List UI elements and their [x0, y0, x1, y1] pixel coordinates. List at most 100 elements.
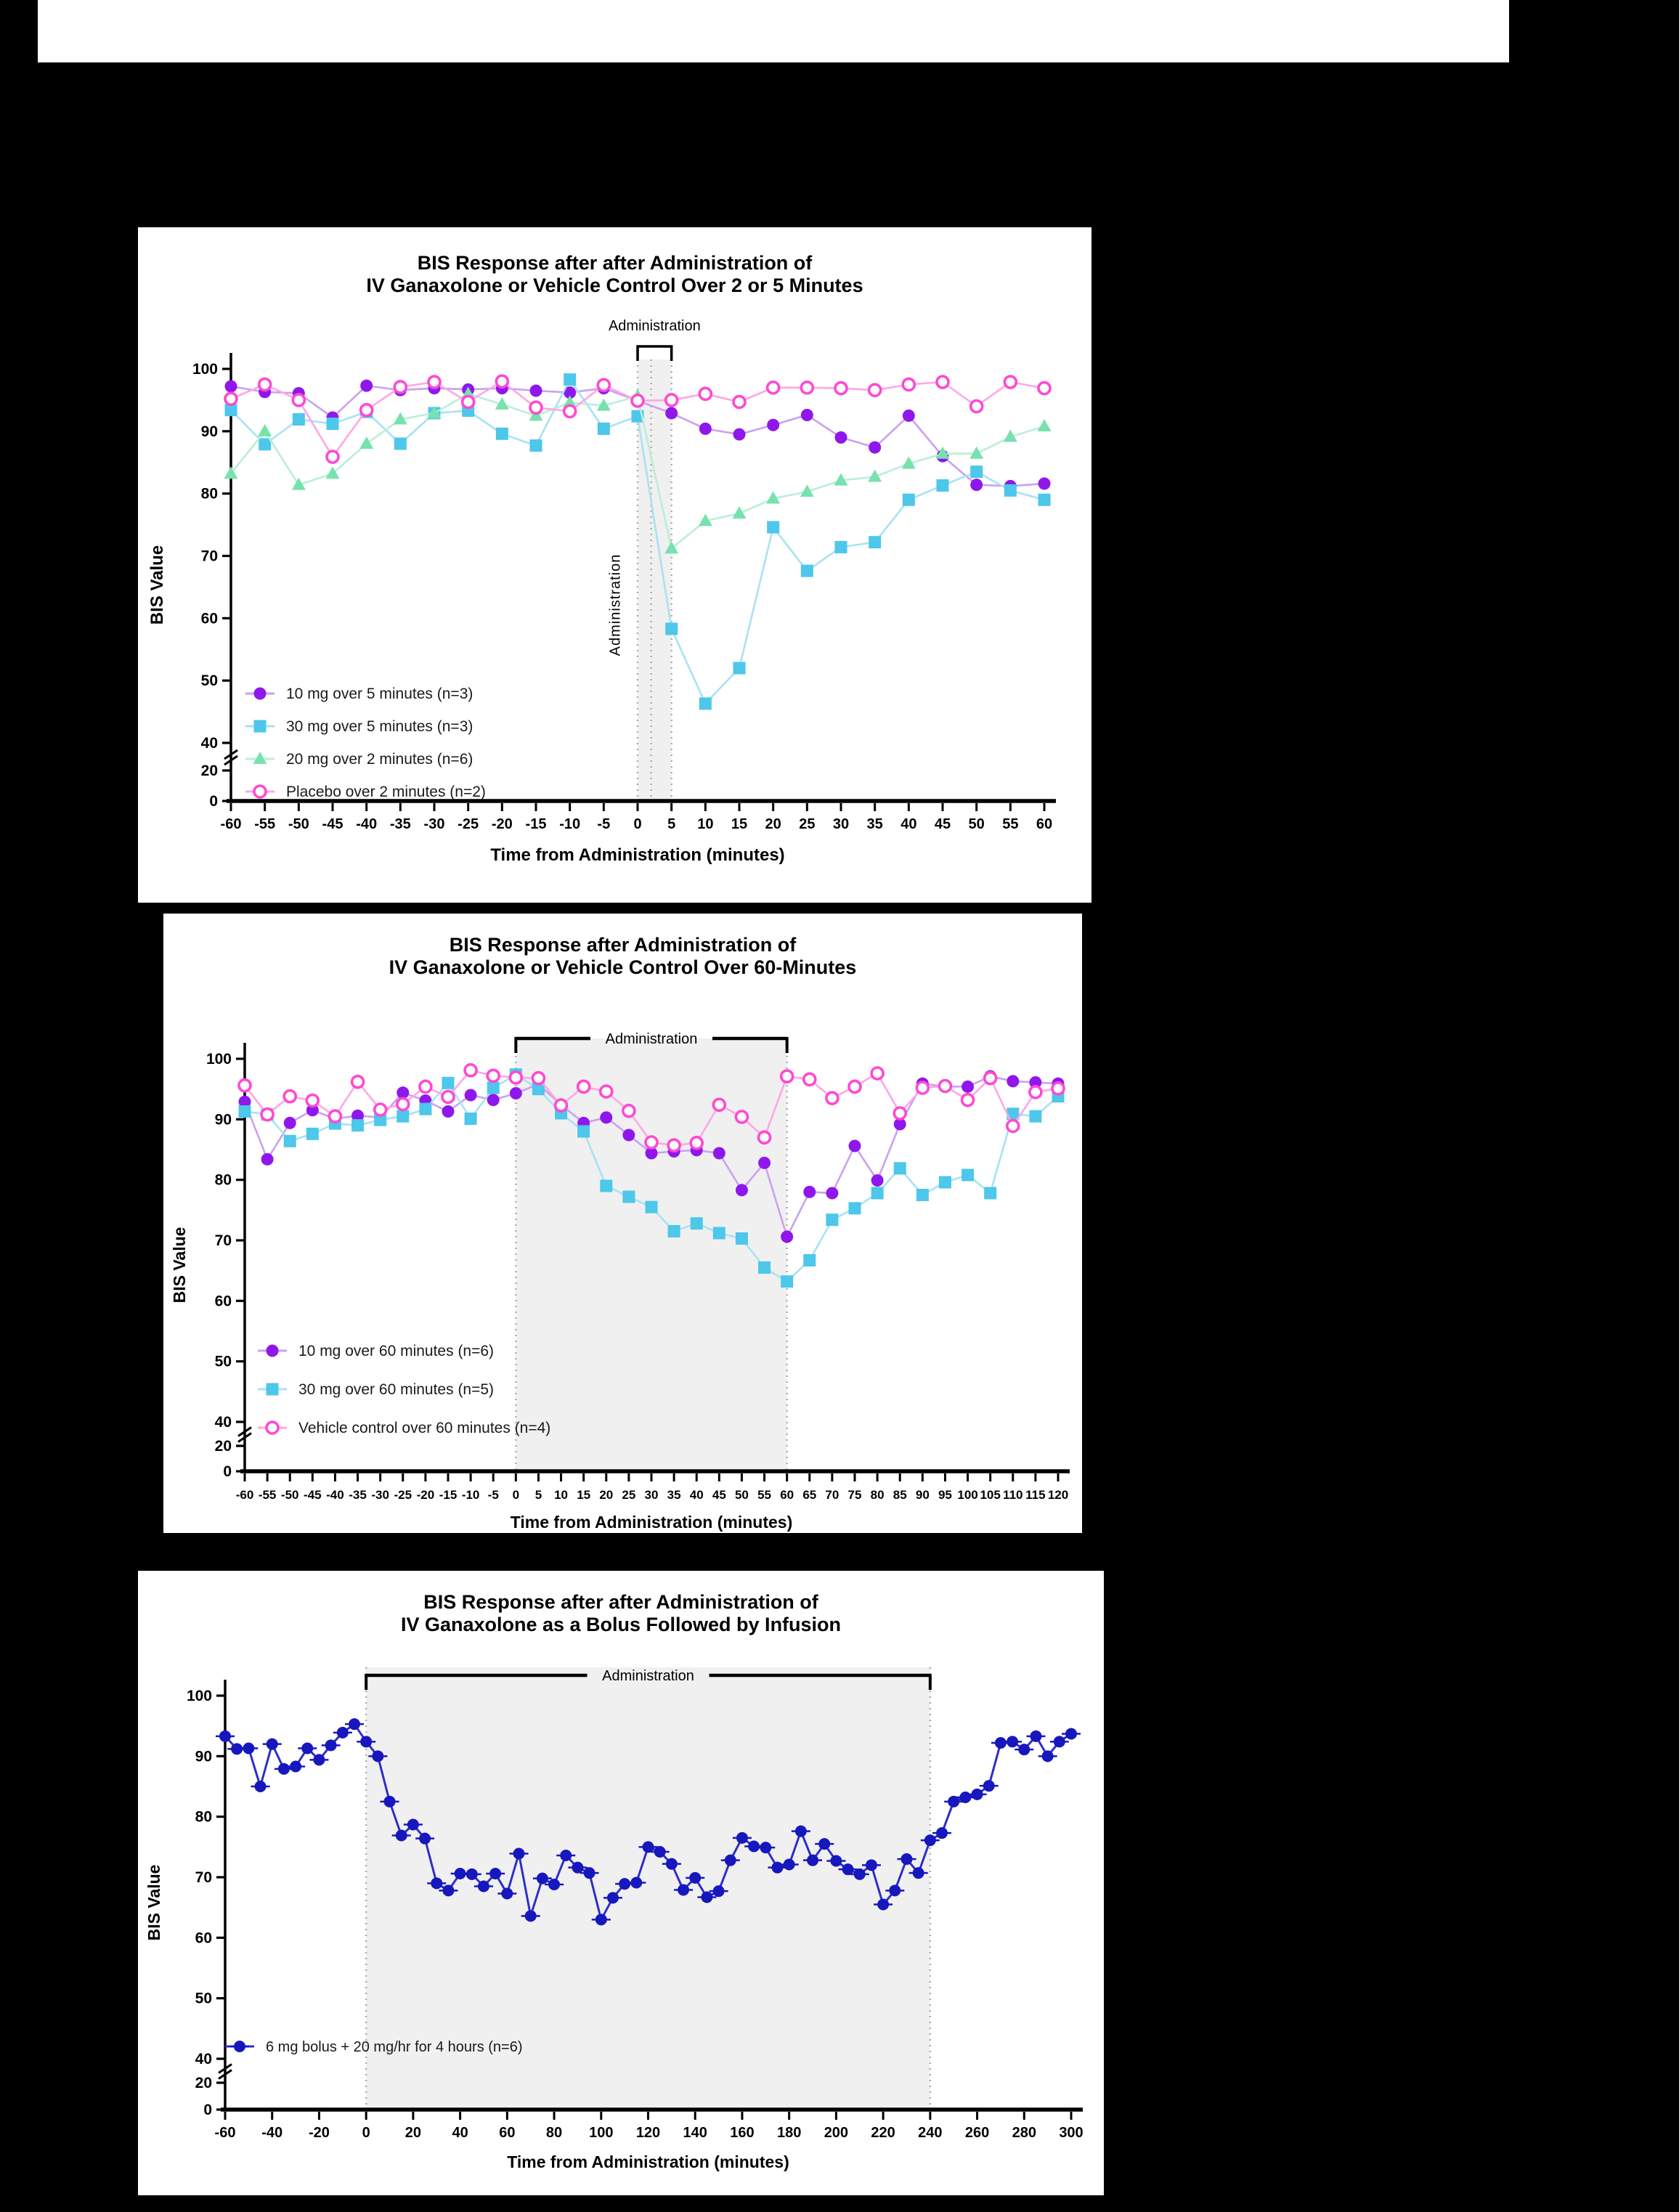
data-point — [596, 398, 611, 411]
data-point — [495, 427, 508, 440]
data-point — [664, 541, 679, 554]
data-point — [577, 1125, 590, 1138]
data-point — [464, 1089, 477, 1102]
data-point — [983, 1070, 998, 1086]
svg-text:30 mg over 5 minutes (n=3): 30 mg over 5 minutes (n=3) — [286, 718, 473, 735]
data-point — [630, 393, 645, 408]
data-point — [818, 1838, 831, 1850]
data-point — [901, 1853, 913, 1865]
data-point — [259, 438, 272, 451]
svg-text:10: 10 — [554, 1488, 568, 1502]
data-point — [869, 441, 882, 454]
svg-text:-40: -40 — [261, 2125, 282, 2141]
administration-vertical-label: Administration — [608, 554, 624, 656]
chart-title-line-2: IV Ganaxolone or Vehicle Control Over 2 … — [366, 275, 863, 296]
data-point — [802, 1072, 817, 1087]
legend-item: 30 mg over 5 minutes (n=3) — [245, 718, 473, 735]
data-point — [598, 1084, 614, 1099]
svg-text:65: 65 — [802, 1488, 816, 1502]
data-point — [935, 446, 950, 459]
svg-text:40: 40 — [215, 1414, 232, 1431]
svg-text:60: 60 — [780, 1488, 794, 1502]
data-point — [969, 399, 984, 414]
data-point — [699, 697, 712, 710]
chart-title-line-2: IV Ganaxolone or Vehicle Control Over 60… — [389, 956, 857, 978]
data-point — [257, 377, 272, 392]
administration-bracket: Administration — [609, 318, 701, 361]
svg-text:-45: -45 — [322, 816, 343, 832]
svg-text:0: 0 — [362, 2125, 370, 2141]
data-point — [803, 1254, 816, 1266]
svg-text:20: 20 — [201, 763, 218, 779]
data-point — [1028, 1085, 1043, 1099]
data-point — [698, 386, 713, 402]
series-placebo-over-2-minutes-n-2 — [224, 374, 1052, 464]
svg-text:90: 90 — [916, 1488, 930, 1502]
data-point — [261, 1152, 274, 1166]
svg-text:-55: -55 — [254, 816, 275, 832]
data-point — [870, 1066, 885, 1081]
data-point — [359, 402, 374, 418]
data-point — [1007, 1736, 1019, 1748]
data-point — [877, 1898, 890, 1911]
legend: 6 mg bolus + 20 mg/hr for 4 hours (n=6) — [225, 2039, 523, 2055]
svg-text:40: 40 — [452, 2125, 468, 2141]
data-point — [395, 1829, 407, 1842]
svg-text:100: 100 — [192, 361, 218, 378]
data-point — [800, 484, 814, 497]
data-point — [678, 1884, 690, 1896]
data-point — [393, 380, 408, 394]
data-point — [994, 1737, 1007, 1749]
data-point — [869, 536, 882, 549]
data-point — [277, 1762, 290, 1775]
svg-text:0: 0 — [513, 1488, 519, 1502]
legend-item: Placebo over 2 minutes (n=2) — [245, 784, 486, 800]
data-point — [781, 1230, 794, 1243]
data-point — [564, 386, 577, 399]
x-axis-label: Time from Administration (minutes) — [490, 845, 784, 865]
axis-break-mark — [218, 2063, 232, 2074]
svg-text:15: 15 — [731, 816, 747, 832]
data-point — [441, 1089, 455, 1105]
data-point — [619, 1878, 631, 1890]
administration-bracket: Administration — [514, 1031, 789, 1053]
data-point — [916, 1189, 929, 1201]
svg-text:120: 120 — [1048, 1488, 1068, 1502]
svg-text:-55: -55 — [259, 1488, 277, 1502]
chart-title-line-1: BIS Response after Administration of — [449, 934, 797, 956]
data-point — [1005, 1118, 1020, 1134]
data-point — [984, 1187, 997, 1200]
data-point — [394, 437, 407, 450]
svg-text:100: 100 — [206, 1051, 232, 1068]
data-point — [902, 493, 915, 506]
data-point — [291, 477, 306, 490]
data-point — [572, 1861, 584, 1874]
data-point — [563, 395, 577, 408]
data-point — [842, 1863, 854, 1876]
data-point — [383, 1795, 396, 1808]
svg-text:80: 80 — [215, 1172, 232, 1189]
data-point — [712, 1885, 725, 1898]
data-point — [253, 784, 267, 799]
svg-text:200: 200 — [824, 2125, 848, 2141]
data-point — [936, 1827, 948, 1839]
svg-text:90: 90 — [201, 423, 218, 440]
administration-band — [636, 359, 672, 801]
svg-text:20 mg over 2 minutes (n=6): 20 mg over 2 minutes (n=6) — [286, 751, 473, 768]
svg-text:100: 100 — [957, 1488, 977, 1502]
svg-text:20: 20 — [215, 1438, 232, 1455]
svg-text:-45: -45 — [304, 1488, 322, 1502]
data-point — [292, 413, 305, 426]
svg-text:60: 60 — [499, 2125, 515, 2141]
data-point — [732, 506, 747, 519]
data-point — [767, 418, 780, 431]
y-axis-label: BIS Value — [170, 1227, 189, 1304]
data-point — [779, 1069, 794, 1083]
data-point — [397, 1086, 410, 1099]
data-point — [765, 380, 781, 395]
data-point — [305, 1093, 320, 1108]
svg-text:-20: -20 — [492, 816, 513, 832]
data-point — [466, 1868, 478, 1880]
